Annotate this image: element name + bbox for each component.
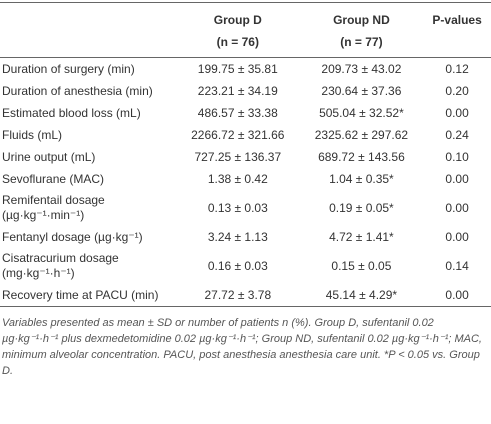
- cell: 0.16 ± 0.03: [207, 258, 268, 273]
- table-row: Cisatracurium dosage (mg·kg⁻¹·h⁻¹) 0.16 ±…: [0, 248, 491, 284]
- row-label: Recovery time at PACU (min): [2, 287, 159, 302]
- table-row: Fluids (mL) 2266.72 ± 321.66 2325.62 ± 297…: [0, 124, 491, 146]
- cell: 209.73 ± 43.02: [321, 61, 402, 76]
- table-row: Duration of surgery (min) 199.75 ± 35.81 2…: [0, 58, 491, 81]
- column-header: P-values: [423, 3, 491, 58]
- cell: 0.00: [445, 171, 469, 186]
- table-row: Duration of anesthesia (min) 223.21 ± 34.…: [0, 80, 491, 102]
- cell: 486.57 ± 33.38: [197, 105, 278, 120]
- column-title: P-values: [432, 13, 482, 27]
- table-row: Recovery time at PACU (min) 27.72 ± 3.78 4…: [0, 284, 491, 307]
- column-title: Group ND: [333, 13, 390, 27]
- row-label: Duration of surgery (min): [2, 61, 135, 76]
- row-label: Urine output (mL): [2, 149, 96, 164]
- column-header: Group D (n = 76): [176, 3, 300, 58]
- cell: 0.00: [445, 229, 469, 244]
- cell: 0.24: [445, 127, 469, 142]
- cell: 4.72 ± 1.41*: [329, 229, 394, 244]
- row-label: Duration of anesthesia (min): [2, 83, 153, 98]
- cell: 1.38 ± 0.42: [207, 171, 268, 186]
- cell: 230.64 ± 37.36: [321, 83, 402, 98]
- cell: 0.00: [445, 105, 469, 120]
- cell: 727.25 ± 136.37: [194, 149, 282, 164]
- cell: 0.12: [445, 61, 469, 76]
- cell: 0.10: [445, 149, 469, 164]
- row-label: Estimated blood loss (mL): [2, 105, 141, 120]
- table-row: Urine output (mL) 727.25 ± 136.37 689.72 ±…: [0, 146, 491, 168]
- cell: 45.14 ± 4.29*: [325, 287, 398, 302]
- row-label: Sevoflurane (MAC): [2, 171, 105, 186]
- cell: 0.19 ± 0.05*: [329, 200, 394, 215]
- table-row: Sevoflurane (MAC) 1.38 ± 0.42 1.04 ± 0.35*…: [0, 168, 491, 190]
- column-subtitle: (n = 76): [216, 35, 259, 49]
- cell: 0.20: [445, 83, 469, 98]
- table-row: Estimated blood loss (mL) 486.57 ± 33.38 5…: [0, 102, 491, 124]
- row-label: Cisatracurium dosage (mg·kg⁻¹·h⁻¹): [2, 251, 119, 280]
- row-label: Fluids (mL): [2, 127, 63, 142]
- table-row: Remifentail dosage (µg·kg⁻¹·min⁻¹) 0.13 ±…: [0, 190, 491, 226]
- cell: 0.00: [445, 200, 469, 215]
- table-row: Fentanyl dosage (µg·kg⁻¹) 3.24 ± 1.13 4.72…: [0, 226, 491, 248]
- cell: 0.00: [445, 287, 469, 302]
- cell: 1.04 ± 0.35*: [329, 171, 394, 186]
- row-label: Fentanyl dosage (µg·kg⁻¹): [2, 229, 143, 244]
- header-blank: [0, 3, 176, 58]
- cell: 199.75 ± 35.81: [197, 61, 278, 76]
- cell: 0.15 ± 0.05: [331, 258, 392, 273]
- column-title: Group D: [213, 13, 262, 27]
- cell: 2325.62 ± 297.62: [314, 127, 409, 142]
- table-body: Duration of surgery (min) 199.75 ± 35.81 2…: [0, 58, 491, 307]
- cell: 505.04 ± 32.52*: [319, 105, 404, 120]
- column-header: Group ND (n = 77): [300, 3, 424, 58]
- footnote: Variables presented as mean ± SD or numb…: [2, 317, 482, 377]
- cell: 0.14: [445, 258, 469, 273]
- cell: 223.21 ± 34.19: [197, 83, 278, 98]
- header-row: Group D (n = 76) Group ND (n = 77) P-values: [0, 2, 491, 58]
- cell: 0.13 ± 0.03: [207, 200, 268, 215]
- row-label: Remifentail dosage (µg·kg⁻¹·min⁻¹): [2, 193, 105, 222]
- cell: 689.72 ± 143.56: [318, 149, 405, 164]
- data-table: Group D (n = 76) Group ND (n = 77) P-values …: [0, 2, 491, 307]
- cell: 27.72 ± 3.78: [204, 287, 272, 302]
- column-subtitle: (n = 77): [340, 35, 383, 49]
- cell: 2266.72 ± 321.66: [191, 127, 285, 142]
- cell: 3.24 ± 1.13: [207, 229, 268, 244]
